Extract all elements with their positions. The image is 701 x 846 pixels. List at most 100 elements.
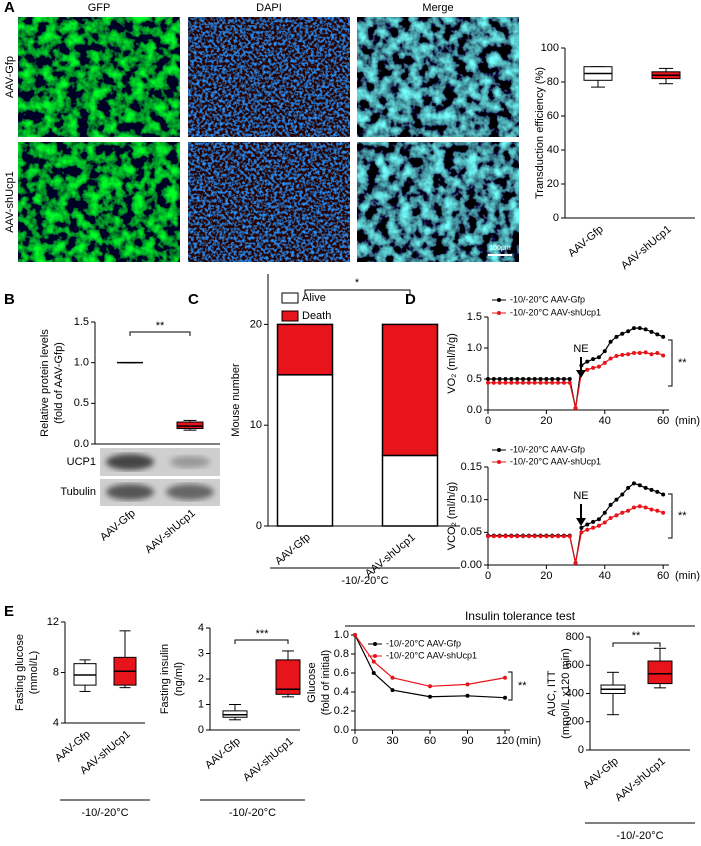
x-tick-label: 40 bbox=[599, 570, 611, 582]
legend-label: -10/-20°C AAV-shUcp1 bbox=[510, 307, 601, 317]
bar-segment bbox=[381, 454, 439, 527]
y-axis-label: (fold of AAV-Gfp) bbox=[53, 342, 65, 424]
point bbox=[497, 377, 502, 381]
panel-label: E bbox=[4, 603, 14, 620]
box bbox=[176, 421, 204, 430]
x-tick-label: 40 bbox=[599, 415, 611, 427]
point bbox=[596, 523, 601, 528]
y-tick-label: 4 bbox=[53, 717, 59, 729]
blot-band bbox=[166, 484, 214, 500]
point bbox=[544, 534, 549, 539]
significance-bracket bbox=[668, 493, 673, 539]
point bbox=[591, 365, 596, 370]
legend-marker bbox=[497, 311, 501, 315]
point bbox=[526, 380, 531, 385]
y-tick-label: 0.05 bbox=[461, 526, 482, 538]
x-tick-label: 60 bbox=[657, 570, 669, 582]
point bbox=[649, 329, 654, 334]
row-label: AAV-shUcp1 bbox=[4, 171, 16, 233]
point bbox=[503, 675, 507, 680]
legend-label: Death bbox=[302, 310, 331, 322]
micrographs: 100μm GFP DAPI Merge AAV-Gfp AAV-shUcp1 bbox=[4, 2, 519, 262]
panel-label: A bbox=[4, 0, 15, 16]
chart-title: Insulin tolerance test bbox=[465, 609, 576, 623]
line bbox=[354, 634, 506, 699]
point bbox=[585, 522, 590, 527]
annotation: NE bbox=[573, 343, 588, 355]
x-tick-label: AAV-shUcp1 bbox=[619, 223, 674, 272]
y-tick-label: 40 bbox=[547, 144, 559, 156]
point bbox=[550, 534, 555, 539]
x-axis-label: (min) bbox=[675, 570, 700, 582]
legend-marker bbox=[497, 460, 501, 464]
y-axis-label: (mmol/L) bbox=[28, 651, 40, 694]
point bbox=[608, 502, 613, 507]
significance-bracket bbox=[129, 331, 191, 336]
y-axis-label: (ng/ml) bbox=[173, 662, 185, 696]
y-axis-label: VO₂ (ml/h/g) bbox=[446, 333, 458, 394]
point bbox=[585, 527, 590, 532]
point bbox=[661, 334, 666, 339]
x-tick-label: 20 bbox=[540, 570, 552, 582]
y-tick-label: 1.0 bbox=[467, 342, 482, 354]
annotation: ** bbox=[678, 510, 687, 522]
point bbox=[503, 377, 508, 381]
annotation: * bbox=[355, 277, 360, 289]
point bbox=[620, 352, 625, 357]
point bbox=[637, 483, 642, 488]
point bbox=[655, 489, 660, 494]
legend-swatch bbox=[281, 292, 299, 304]
significance-bracket bbox=[508, 671, 513, 701]
annotation: ** bbox=[518, 680, 527, 692]
point bbox=[521, 380, 526, 385]
x-tick-label: 0 bbox=[485, 415, 491, 427]
point bbox=[573, 406, 578, 411]
point bbox=[608, 515, 613, 520]
y-tick-label: 0 bbox=[578, 744, 584, 756]
y-tick-label: 2 bbox=[198, 673, 204, 685]
bar-segment bbox=[276, 374, 334, 527]
point bbox=[631, 326, 636, 331]
point bbox=[497, 534, 502, 539]
micrograph bbox=[18, 142, 180, 262]
point bbox=[626, 329, 631, 334]
point bbox=[556, 377, 561, 381]
micrograph bbox=[357, 17, 519, 137]
bar-segment bbox=[381, 323, 439, 457]
point bbox=[602, 349, 607, 354]
group-label: -10/-20°C bbox=[229, 807, 276, 819]
group-label: -10/-20°C bbox=[341, 575, 388, 587]
point bbox=[503, 534, 508, 539]
point bbox=[465, 693, 470, 698]
point bbox=[649, 352, 654, 357]
annotation: *** bbox=[256, 628, 270, 640]
point bbox=[503, 380, 508, 385]
point bbox=[620, 331, 625, 336]
point bbox=[643, 350, 648, 355]
point bbox=[561, 534, 566, 539]
point bbox=[649, 507, 654, 512]
y-tick-label: 1.0 bbox=[74, 357, 89, 369]
y-axis-label: (mmol/L x120 min) bbox=[560, 648, 572, 739]
y-tick-label: 0.5 bbox=[74, 397, 89, 409]
significance-bracket bbox=[668, 339, 673, 387]
point bbox=[631, 505, 636, 510]
y-tick-label: 0.0 bbox=[467, 404, 482, 416]
point bbox=[544, 377, 549, 381]
scale-bar-label: 100μm bbox=[489, 245, 511, 252]
micrograph bbox=[18, 17, 180, 137]
point bbox=[567, 534, 572, 539]
point bbox=[661, 492, 666, 497]
point bbox=[614, 334, 619, 339]
x-tick-label: 20 bbox=[540, 415, 552, 427]
micrograph bbox=[188, 17, 350, 137]
point bbox=[371, 671, 376, 675]
point bbox=[585, 367, 590, 372]
y-tick-label: 8 bbox=[53, 666, 59, 678]
annotation: ** bbox=[678, 357, 687, 369]
y-axis-label: Fasting insulin bbox=[159, 644, 171, 714]
point bbox=[649, 487, 654, 492]
point bbox=[661, 510, 666, 515]
x-axis-label: (min) bbox=[516, 735, 541, 747]
point bbox=[428, 684, 432, 689]
